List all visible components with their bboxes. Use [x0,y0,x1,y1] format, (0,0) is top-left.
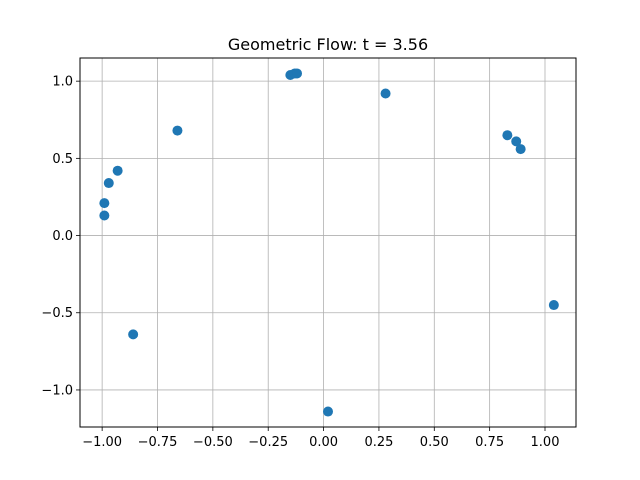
plot-frame [79,57,577,428]
scatter-point [172,125,183,136]
scatter-point [511,136,522,147]
scatter-point [128,329,139,340]
axis-ticks: −1.00 −0.75 −0.50 −0.25 0.00 0.25 0.50 0.75 1.00… [41,75,559,450]
scatter-point [380,88,391,99]
y-tick-label: 0.5 [52,152,73,167]
chart-title: Geometric Flow: t = 3.56 [228,35,428,54]
x-tick-label: 0.75 [475,435,504,450]
x-tick-label: −0.50 [193,435,233,450]
x-tick-label: 0.25 [364,435,393,450]
x-tick-label: 1.00 [531,435,560,450]
y-tick-label: 0.0 [52,229,73,244]
x-tick-label: −0.75 [138,435,178,450]
x-tick-label: 0.00 [309,435,338,450]
x-tick-label: 0.50 [420,435,449,450]
data-points [99,68,559,417]
y-tick-label: 1.0 [52,75,73,90]
scatter-point [548,300,559,311]
x-tick-label: −1.00 [82,435,122,450]
y-tick-label: −1.0 [41,383,73,398]
grid-lines [80,58,576,427]
scatter-point [515,144,526,155]
scatter-point [112,165,123,176]
x-tick-label: −0.25 [248,435,288,450]
scatter-point [502,130,513,141]
scatter-point [99,210,110,221]
scatter-point [103,178,114,189]
scatter-point [99,198,110,209]
y-tick-label: −0.5 [41,306,73,321]
scatter-point [323,406,333,417]
scatter-point [292,68,302,79]
